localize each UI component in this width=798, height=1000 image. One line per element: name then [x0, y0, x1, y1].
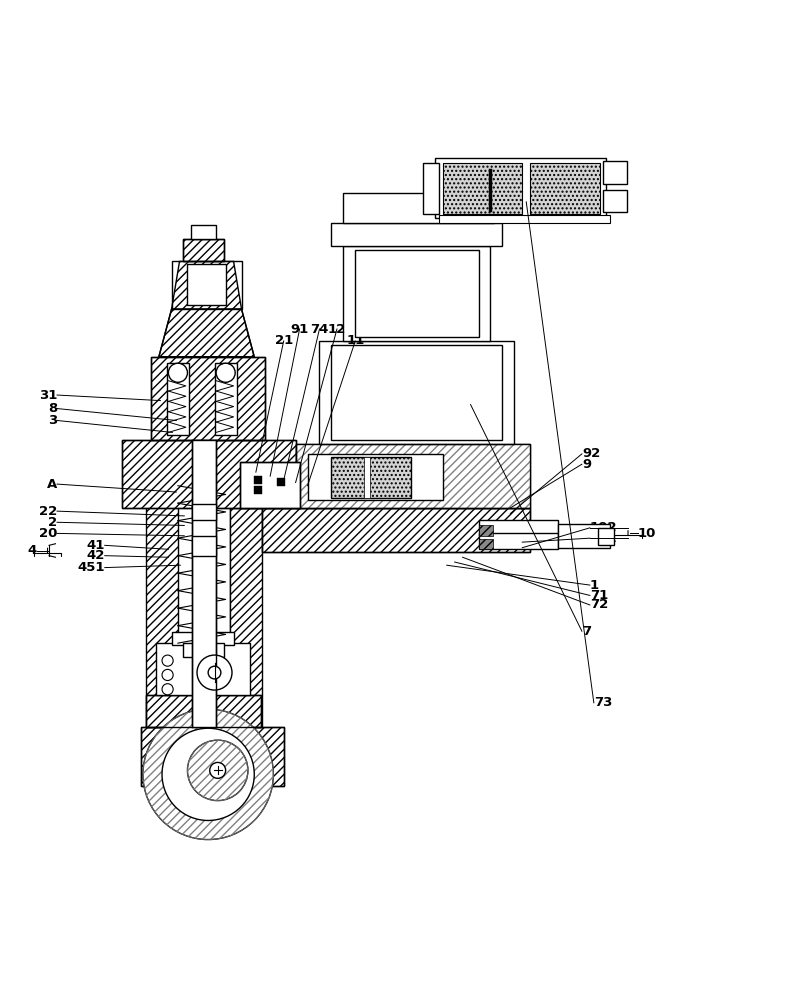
Bar: [192, 504, 216, 520]
Bar: [263, 508, 530, 552]
Circle shape: [197, 655, 232, 690]
Bar: [122, 440, 295, 508]
Text: 92: 92: [582, 447, 600, 460]
Text: 10: 10: [638, 527, 656, 540]
Text: 9: 9: [582, 458, 591, 471]
Bar: [364, 457, 369, 498]
Bar: [530, 163, 600, 214]
Bar: [183, 643, 224, 657]
Text: 7: 7: [582, 625, 591, 638]
Bar: [479, 525, 493, 536]
Text: 2: 2: [48, 516, 57, 529]
Bar: [479, 520, 558, 536]
Bar: [319, 341, 514, 444]
Bar: [558, 524, 610, 548]
Bar: [443, 163, 522, 214]
Circle shape: [216, 363, 235, 382]
Text: 71: 71: [590, 589, 608, 602]
Text: 11: 11: [346, 334, 365, 347]
Bar: [355, 250, 479, 337]
Bar: [191, 225, 216, 239]
Bar: [188, 264, 226, 305]
Polygon shape: [231, 508, 263, 727]
Bar: [146, 695, 262, 727]
Bar: [439, 215, 610, 223]
Polygon shape: [151, 357, 266, 440]
Polygon shape: [159, 309, 255, 357]
Bar: [172, 261, 242, 309]
Bar: [295, 444, 530, 508]
Text: 102: 102: [590, 521, 618, 534]
Bar: [479, 533, 558, 549]
Bar: [603, 161, 627, 184]
Text: 73: 73: [594, 696, 612, 709]
Text: 91: 91: [290, 323, 309, 336]
Bar: [331, 345, 503, 440]
Bar: [178, 448, 231, 643]
Bar: [331, 223, 503, 246]
Bar: [598, 528, 614, 545]
Text: 101: 101: [590, 532, 618, 545]
Text: 21: 21: [275, 334, 293, 347]
Text: 74: 74: [310, 323, 329, 336]
Bar: [255, 486, 263, 494]
Text: 12: 12: [328, 323, 346, 336]
Polygon shape: [263, 508, 530, 552]
Bar: [295, 444, 530, 508]
Bar: [240, 462, 299, 508]
Bar: [192, 536, 216, 556]
Text: 42: 42: [86, 549, 105, 562]
Circle shape: [162, 728, 255, 820]
Text: 3: 3: [48, 414, 57, 427]
Bar: [603, 190, 627, 212]
Text: 8: 8: [48, 402, 57, 415]
Circle shape: [162, 684, 173, 695]
Bar: [156, 643, 251, 695]
Text: 41: 41: [86, 539, 105, 552]
Bar: [215, 363, 237, 435]
Bar: [183, 239, 224, 261]
Circle shape: [210, 762, 226, 778]
Text: 4: 4: [28, 544, 38, 557]
Text: 451: 451: [77, 561, 105, 574]
Polygon shape: [146, 448, 178, 727]
Bar: [183, 239, 224, 261]
Bar: [146, 695, 262, 727]
Bar: [156, 643, 251, 695]
Bar: [140, 727, 284, 786]
Bar: [295, 444, 530, 508]
Bar: [479, 539, 493, 549]
Circle shape: [208, 666, 221, 679]
Text: A: A: [47, 478, 57, 491]
Text: 22: 22: [39, 505, 57, 518]
Circle shape: [162, 669, 173, 681]
Bar: [151, 357, 266, 440]
Polygon shape: [122, 440, 295, 508]
Bar: [343, 193, 495, 223]
Bar: [331, 457, 411, 498]
Bar: [255, 476, 263, 484]
Bar: [343, 246, 491, 341]
Circle shape: [188, 740, 248, 801]
Bar: [140, 727, 284, 786]
Text: 72: 72: [590, 598, 608, 611]
Bar: [435, 158, 606, 218]
Bar: [278, 478, 285, 486]
Bar: [167, 363, 189, 435]
Text: 31: 31: [38, 389, 57, 402]
Circle shape: [143, 709, 274, 840]
Bar: [307, 454, 443, 500]
Circle shape: [162, 655, 173, 666]
Polygon shape: [172, 261, 242, 309]
Bar: [172, 632, 235, 645]
Bar: [240, 462, 299, 508]
Text: 1: 1: [590, 579, 599, 592]
Text: 20: 20: [38, 527, 57, 540]
Bar: [192, 440, 216, 727]
Bar: [240, 462, 299, 508]
Bar: [423, 163, 439, 214]
Circle shape: [168, 363, 188, 382]
